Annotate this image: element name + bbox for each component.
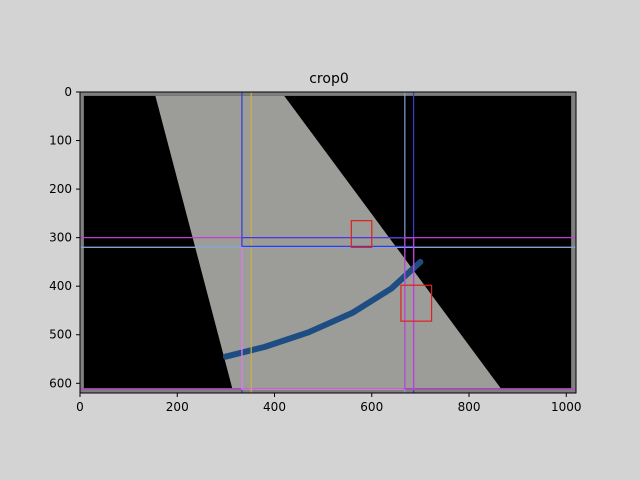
- y-tick-label: 400: [49, 279, 72, 293]
- x-tick-label: 600: [360, 400, 383, 414]
- x-axis: 0 200 400 600 800 1000: [76, 393, 582, 414]
- plot-frame: [79, 91, 577, 394]
- chart-title: crop0: [309, 71, 349, 87]
- y-tick-label: 0: [64, 85, 72, 99]
- y-tick-label: 300: [49, 231, 72, 245]
- x-tick-label: 200: [166, 400, 189, 414]
- x-tick-label: 400: [263, 400, 286, 414]
- x-tick-label: 1000: [551, 400, 582, 414]
- overlay-box-4: [400, 284, 433, 322]
- x-tick-label: 0: [76, 400, 84, 414]
- y-tick-label: 500: [49, 328, 72, 342]
- x-tick-label: 800: [458, 400, 481, 414]
- y-tick-label: 200: [49, 182, 72, 196]
- y-tick-label: 100: [49, 134, 72, 148]
- y-tick-label: 600: [49, 376, 72, 390]
- plot-area: [79, 91, 577, 394]
- overlay-box-3: [350, 220, 373, 248]
- overlay-box-2: [404, 237, 415, 390]
- y-axis: 0 100 200 300 400 500 600: [49, 85, 80, 390]
- blue-stripe: [222, 258, 424, 360]
